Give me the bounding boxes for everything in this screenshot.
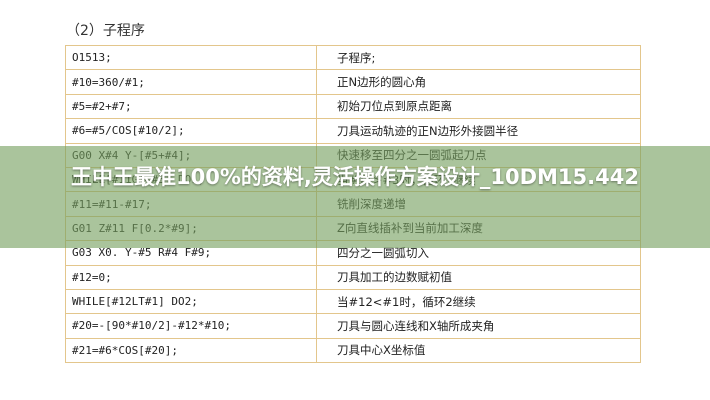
table-row: O1513; 子程序; xyxy=(65,44,641,71)
table-row: #20=-[90*#10/2]-#12*#10; 刀具与圆心连线和X轴所成夹角 xyxy=(65,313,641,339)
code-cell: #12=0; xyxy=(65,264,317,290)
overlay-banner: 王中王最准100%的资料,灵活操作方案设计_10DM15.442 xyxy=(0,146,710,248)
code-cell: O1513; xyxy=(65,44,317,71)
table-row: #21=#6*COS[#20]; 刀具中心X坐标值 xyxy=(65,337,641,364)
table-row: #12=0; 刀具加工的边数赋初值 xyxy=(65,264,641,290)
description-cell: 刀具中心X坐标值 xyxy=(316,337,641,364)
code-cell: WHILE[#12LT#1] DO2; xyxy=(65,288,317,315)
code-cell: #20=-[90*#10/2]-#12*#10; xyxy=(65,313,317,339)
description-cell: 当#12<#1时，循环2继续 xyxy=(316,288,641,315)
table-row: #5=#2+#7; 初始刀位点到原点距离 xyxy=(65,93,641,120)
description-cell: 正N边形的圆心角 xyxy=(316,69,641,95)
description-cell: 初始刀位点到原点距离 xyxy=(316,93,641,120)
description-cell: 刀具运动轨迹的正N边形外接圆半径 xyxy=(316,118,641,144)
code-cell: #5=#2+#7; xyxy=(65,93,317,120)
description-cell: 刀具与圆心连线和X轴所成夹角 xyxy=(316,313,641,339)
description-cell: 刀具加工的边数赋初值 xyxy=(316,264,641,290)
code-cell: #6=#5/COS[#10/2]; xyxy=(65,118,317,144)
description-cell: 子程序; xyxy=(316,44,641,71)
section-heading: （2）子程序 xyxy=(66,23,145,39)
table-row: #10=360/#1; 正N边形的圆心角 xyxy=(65,69,641,95)
code-cell: #10=360/#1; xyxy=(65,69,317,95)
table-row: WHILE[#12LT#1] DO2; 当#12<#1时，循环2继续 xyxy=(65,288,641,315)
table-row: #6=#5/COS[#10/2]; 刀具运动轨迹的正N边形外接圆半径 xyxy=(65,118,641,144)
code-cell: #21=#6*COS[#20]; xyxy=(65,337,317,364)
overlay-title: 王中王最准100%的资料,灵活操作方案设计_10DM15.442 xyxy=(71,165,639,189)
